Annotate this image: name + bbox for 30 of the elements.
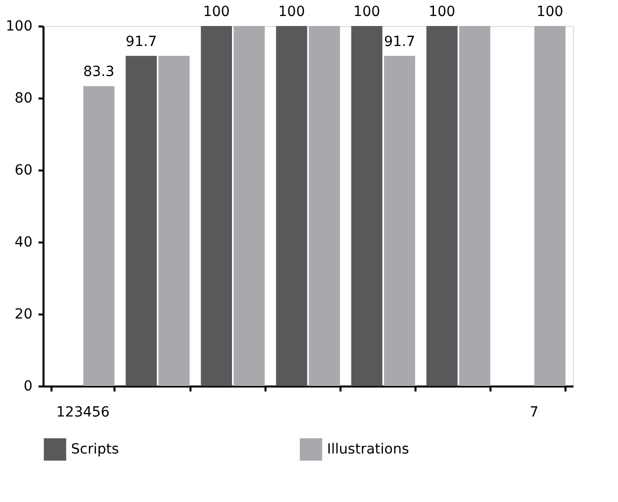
bar (83, 86, 114, 386)
y-tick-label: 20 (14, 306, 32, 322)
bar (234, 26, 265, 386)
y-tick-label: 0 (24, 378, 32, 394)
y-tick-label: 100 (6, 18, 32, 34)
bar (308, 26, 340, 386)
bar (459, 26, 490, 386)
bar (200, 26, 232, 386)
bar (158, 56, 190, 386)
data-label: 100 (428, 4, 456, 20)
bar (126, 56, 157, 386)
data-label: 91.7 (126, 34, 157, 50)
bar (276, 26, 308, 386)
x-tick-label: 123456 (56, 404, 110, 420)
legend-label: Scripts (71, 441, 119, 458)
y-tick-label: 40 (14, 234, 32, 250)
bar (351, 26, 382, 386)
data-label: 100 (278, 4, 305, 20)
data-label: 91.7 (384, 34, 416, 50)
data-label: 100 (203, 4, 230, 20)
data-label: 83.3 (83, 64, 114, 80)
data-label: 100 (353, 4, 380, 20)
bar (426, 26, 458, 386)
bar (534, 26, 566, 386)
y-tick-label: 60 (14, 162, 32, 178)
x-tick-label: 7 (530, 404, 538, 420)
y-tick-label: 80 (14, 90, 32, 106)
data-label: 100 (536, 4, 564, 20)
bar (384, 56, 416, 386)
legend-label: Illustrations (327, 441, 410, 458)
